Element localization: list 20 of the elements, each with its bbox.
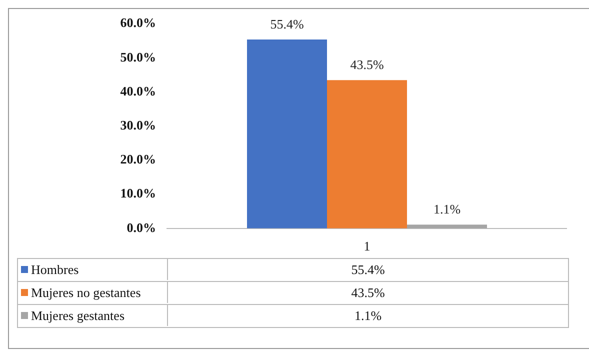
y-tick-label: 50.0% bbox=[120, 49, 156, 64]
bar bbox=[407, 224, 487, 228]
y-tick-label: 20.0% bbox=[120, 152, 156, 167]
bar bbox=[247, 39, 327, 228]
data-label: 43.5% bbox=[350, 56, 384, 72]
text: 43.5% bbox=[351, 285, 385, 300]
legend-label: Mujeres gestantes bbox=[31, 308, 125, 324]
y-tick-label: 0.0% bbox=[126, 220, 156, 235]
legend-label: Hombres bbox=[31, 262, 79, 278]
y-tick-label: 10.0% bbox=[120, 186, 156, 201]
x-tick-label: 1 bbox=[364, 238, 370, 254]
data-label: 55.4% bbox=[270, 16, 304, 32]
data-label: 1.1% bbox=[433, 202, 461, 217]
text: 1.1% bbox=[354, 308, 382, 323]
legend-label: Mujeres no gestantes bbox=[31, 284, 141, 300]
y-tick-label: 40.0% bbox=[120, 83, 156, 98]
y-tick-label: 60.0% bbox=[120, 15, 156, 30]
bar bbox=[327, 80, 407, 228]
y-tick-label: 30.0% bbox=[120, 117, 156, 132]
text: 55.4% bbox=[351, 262, 385, 277]
